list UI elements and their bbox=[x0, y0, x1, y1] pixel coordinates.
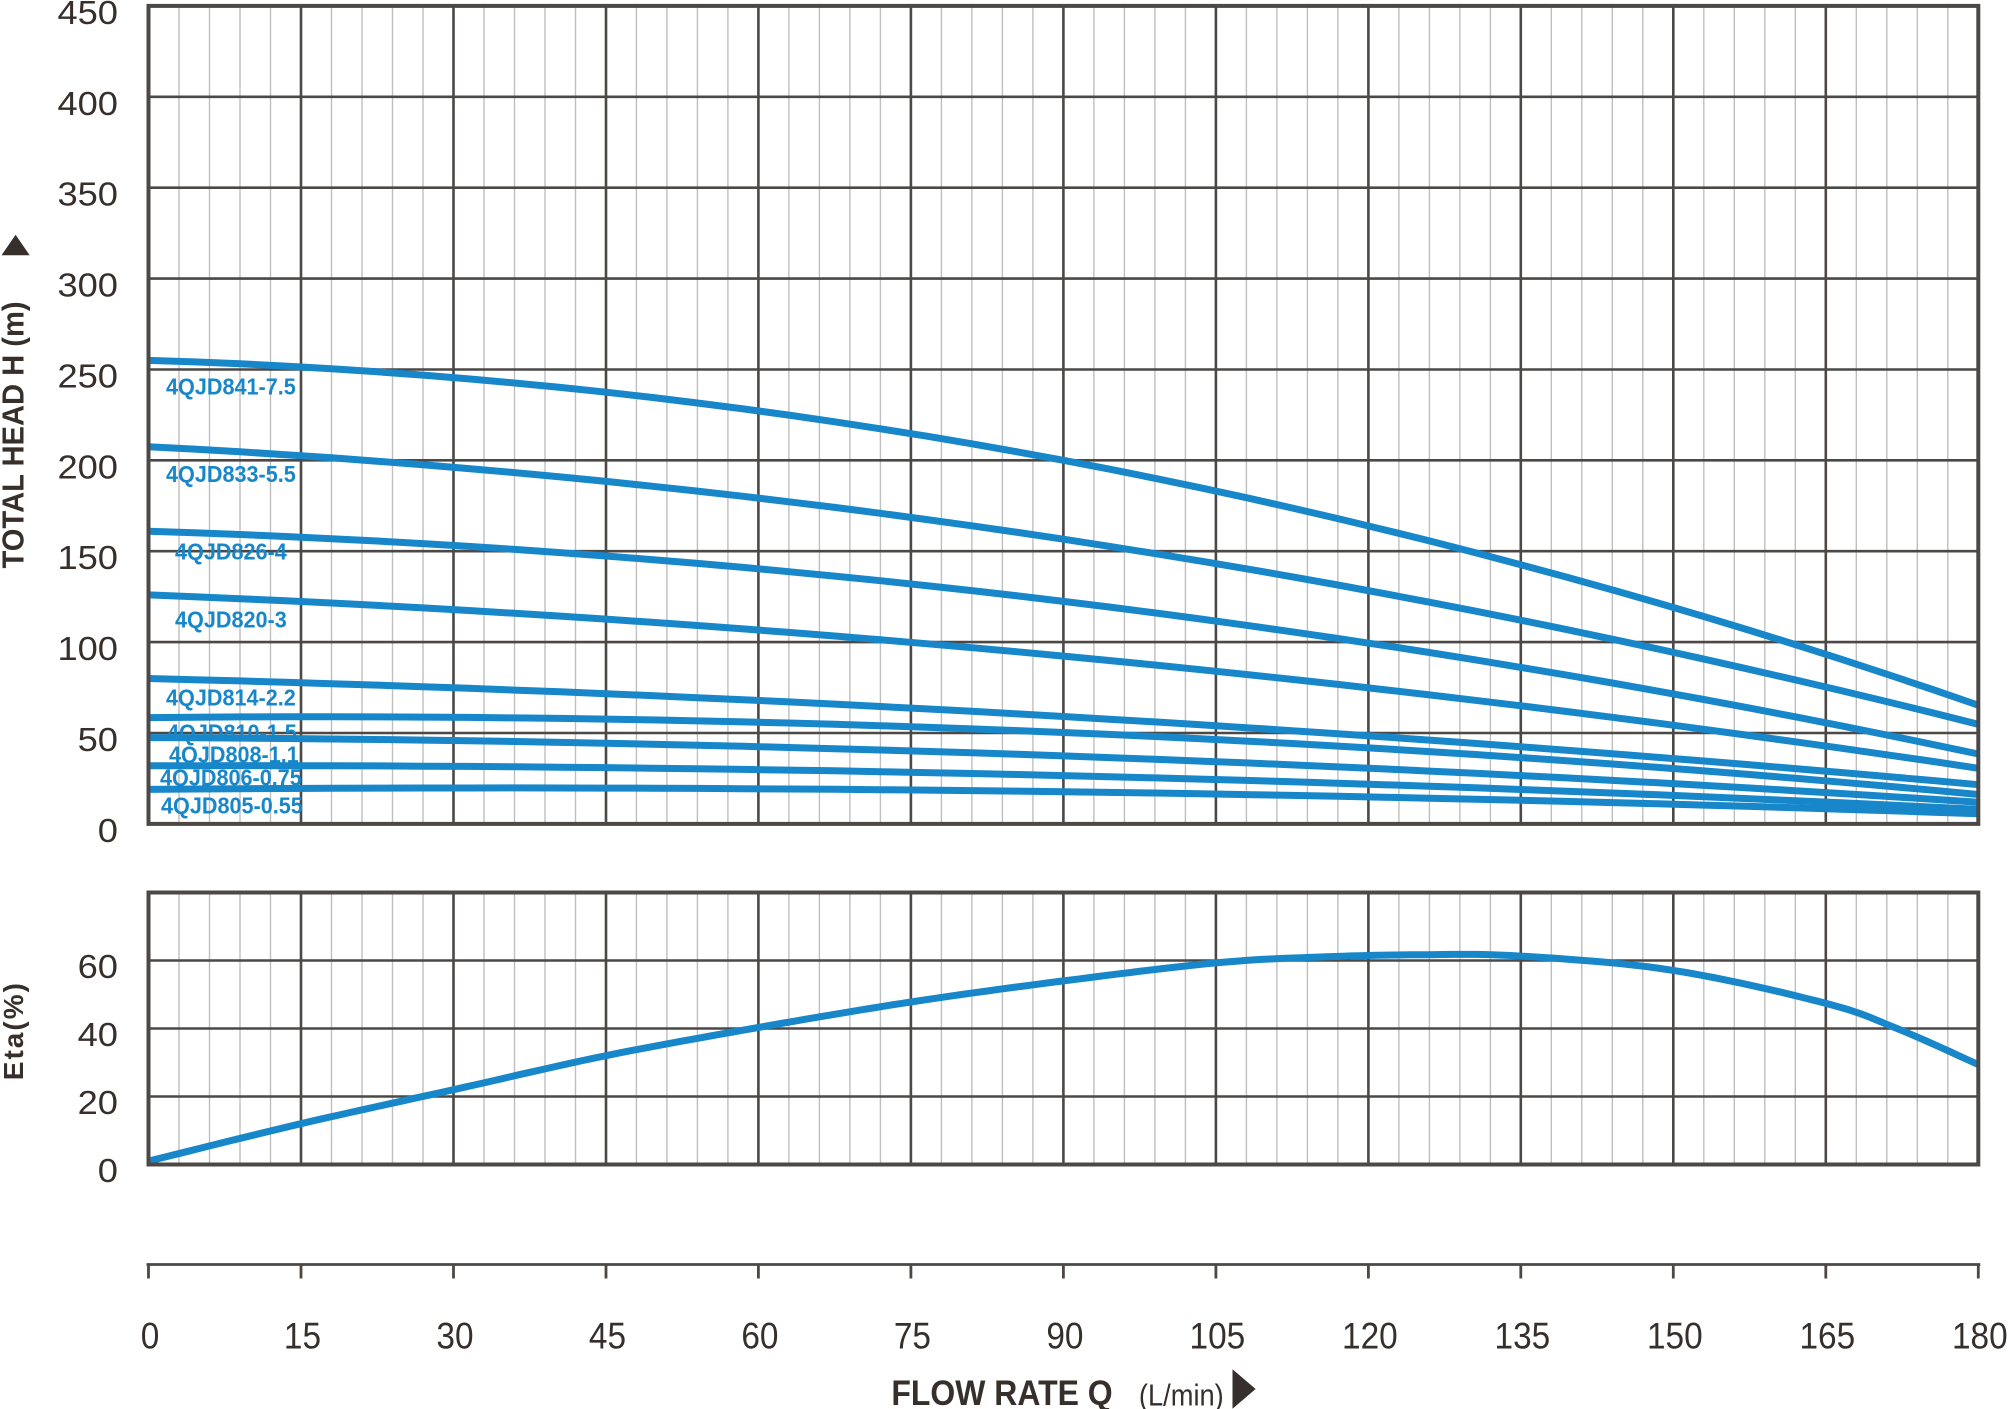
svg-text:Eta(%): Eta(%) bbox=[0, 981, 29, 1080]
svg-text:45: 45 bbox=[589, 1314, 626, 1356]
svg-text:40: 40 bbox=[78, 1017, 118, 1053]
svg-text:60: 60 bbox=[78, 949, 118, 985]
svg-text:4QJD805-0.55: 4QJD805-0.55 bbox=[161, 793, 303, 819]
svg-text:180: 180 bbox=[1952, 1314, 2008, 1356]
svg-text:30: 30 bbox=[436, 1314, 473, 1356]
svg-text:4QJD833-5.5: 4QJD833-5.5 bbox=[166, 461, 296, 487]
svg-text:250: 250 bbox=[57, 359, 118, 395]
svg-text:15: 15 bbox=[284, 1314, 321, 1356]
svg-text:450: 450 bbox=[57, 0, 118, 32]
svg-text:4QJD808-1.1: 4QJD808-1.1 bbox=[169, 742, 299, 768]
svg-text:300: 300 bbox=[57, 268, 118, 304]
svg-text:TOTAL HEAD H (m): TOTAL HEAD H (m) bbox=[0, 301, 31, 568]
svg-text:100: 100 bbox=[57, 632, 118, 668]
svg-text:90: 90 bbox=[1046, 1314, 1083, 1356]
svg-text:150: 150 bbox=[57, 541, 118, 577]
svg-text:4QJD826-4: 4QJD826-4 bbox=[175, 539, 287, 565]
svg-text:105: 105 bbox=[1190, 1314, 1246, 1356]
svg-text:0: 0 bbox=[98, 1153, 118, 1189]
svg-text:150: 150 bbox=[1647, 1314, 1703, 1356]
svg-text:400: 400 bbox=[57, 86, 118, 122]
svg-text:350: 350 bbox=[57, 177, 118, 213]
svg-text:(L/min): (L/min) bbox=[1139, 1379, 1224, 1409]
svg-text:200: 200 bbox=[57, 450, 118, 486]
svg-text:4QJD820-3: 4QJD820-3 bbox=[175, 607, 287, 633]
svg-text:0: 0 bbox=[98, 813, 118, 849]
svg-text:4QJD814-2.2: 4QJD814-2.2 bbox=[166, 685, 296, 711]
svg-text:4QJD841-7.5: 4QJD841-7.5 bbox=[166, 374, 296, 400]
svg-text:4QJD806-0.75: 4QJD806-0.75 bbox=[160, 765, 302, 791]
svg-text:60: 60 bbox=[741, 1314, 778, 1356]
svg-text:20: 20 bbox=[78, 1085, 118, 1121]
svg-text:135: 135 bbox=[1495, 1314, 1551, 1356]
svg-text:75: 75 bbox=[894, 1314, 931, 1356]
svg-text:50: 50 bbox=[78, 722, 118, 758]
svg-text:4QJD810-1.5: 4QJD810-1.5 bbox=[167, 720, 297, 746]
svg-text:120: 120 bbox=[1342, 1314, 1398, 1356]
svg-text:0: 0 bbox=[141, 1314, 160, 1356]
svg-text:FLOW RATE Q: FLOW RATE Q bbox=[891, 1373, 1112, 1409]
svg-text:165: 165 bbox=[1799, 1314, 1855, 1356]
